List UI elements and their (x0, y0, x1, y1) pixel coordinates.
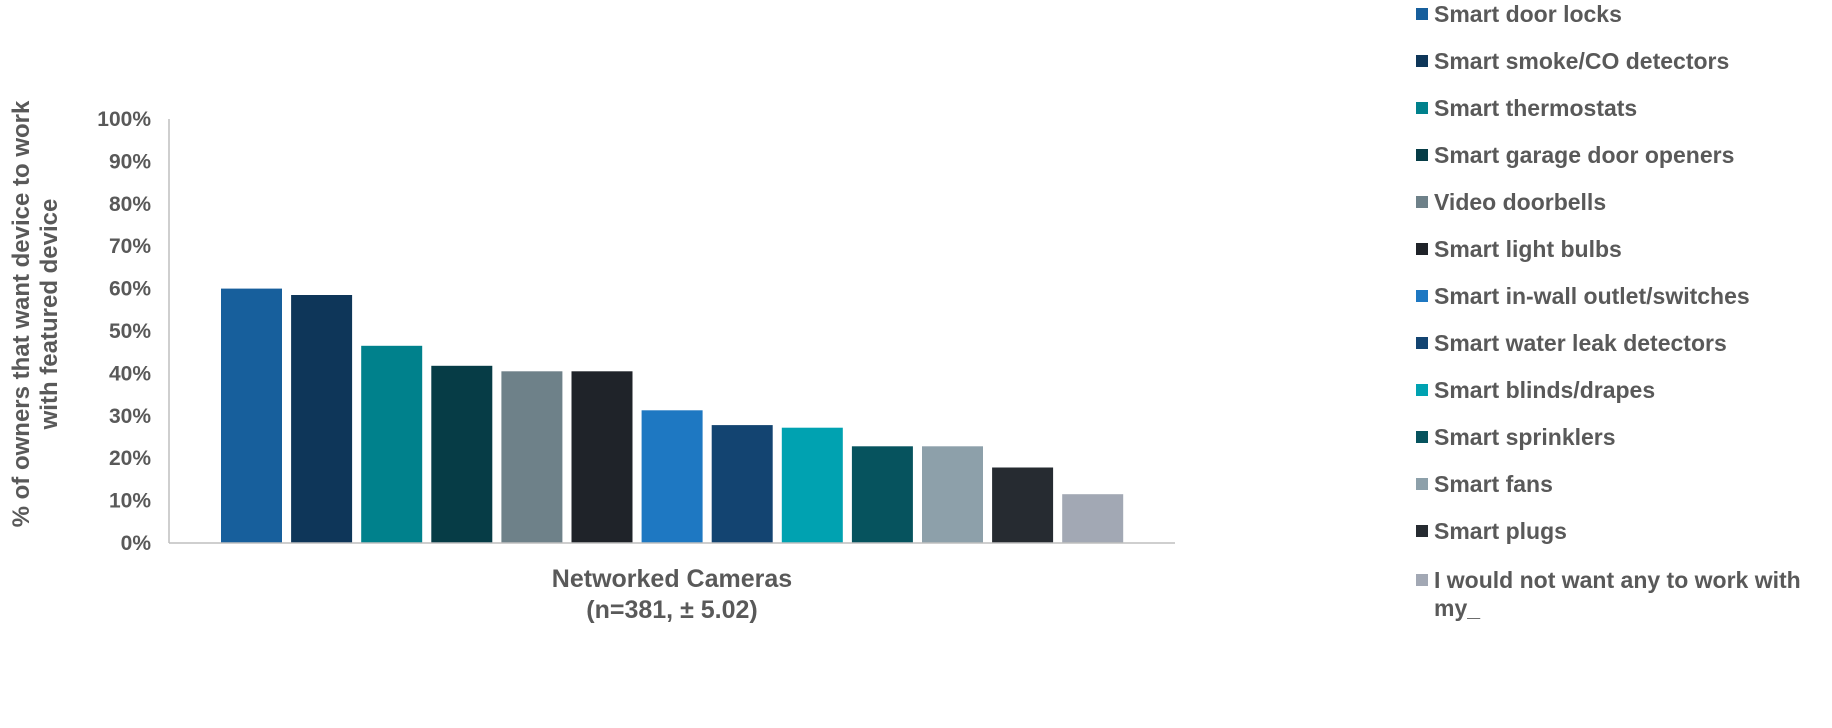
y-tick-label: 0% (121, 532, 152, 555)
legend-swatch (1416, 55, 1428, 67)
y-axis-title-line2: with featured device (36, 199, 63, 431)
bar-chart: % of owners that want device to work wit… (8, 100, 1175, 624)
y-axis-title: % of owners that want device to work wit… (8, 100, 63, 527)
legend-swatch (1416, 243, 1428, 255)
legend-item: Smart water leak detectors (1416, 329, 1826, 357)
legend-item: Smart in-wall outlet/switches (1416, 282, 1826, 310)
legend-swatch (1416, 525, 1428, 537)
y-tick-label: 70% (109, 235, 151, 258)
bar (501, 371, 563, 543)
x-axis-category-label: Networked Cameras (552, 565, 792, 593)
legend-item: Smart fans (1416, 470, 1826, 498)
legend-label: I would not want any to work with my_ (1434, 567, 1801, 621)
legend-swatch (1416, 290, 1428, 302)
bar (641, 410, 703, 543)
bar (431, 365, 493, 543)
legend-item: Smart blinds/drapes (1416, 376, 1826, 404)
legend-label: Smart light bulbs (1434, 236, 1622, 262)
y-tick-label: 80% (109, 193, 151, 216)
bar (1062, 494, 1124, 543)
bar (361, 345, 423, 543)
legend-label: Smart fans (1434, 471, 1553, 497)
legend-swatch (1416, 431, 1428, 443)
bar (221, 288, 282, 543)
legend-swatch (1416, 102, 1428, 114)
y-axis-title-line1: % of owners that want device to work (8, 100, 35, 527)
legend-label: Smart door locks (1434, 1, 1622, 27)
legend-item: Smart garage door openers (1416, 141, 1826, 169)
legend-item: Smart light bulbs (1416, 235, 1826, 263)
y-tick-label: 10% (109, 490, 151, 513)
legend-swatch (1416, 384, 1428, 396)
y-tick-label: 40% (109, 362, 151, 385)
legend-item: Smart smoke/CO detectors (1416, 47, 1826, 75)
y-tick-label: 100% (97, 108, 151, 131)
bar (781, 427, 843, 543)
bar (711, 425, 773, 543)
y-tick-label: 60% (109, 278, 151, 301)
bar (291, 295, 353, 543)
bars (221, 288, 1124, 543)
bar (992, 467, 1054, 543)
bar (851, 446, 913, 543)
legend-swatch (1416, 196, 1428, 208)
legend-item: Smart door locks (1416, 0, 1826, 28)
legend-label: Smart blinds/drapes (1434, 377, 1656, 403)
legend-label: Smart sprinklers (1434, 424, 1616, 450)
y-tick-label: 50% (109, 320, 151, 343)
y-tick-label: 90% (109, 150, 151, 173)
bar (571, 371, 633, 543)
legend-label: Smart in-wall outlet/switches (1434, 283, 1750, 309)
legend-swatch (1416, 149, 1428, 161)
legend-swatch (1416, 478, 1428, 490)
y-tick-label: 20% (109, 447, 151, 470)
legend-label: Smart water leak detectors (1434, 330, 1727, 356)
legend-item: I would not want any to work with my_ (1416, 566, 1826, 622)
legend-item: Smart plugs (1416, 517, 1826, 545)
legend-item: Smart sprinklers (1416, 423, 1826, 451)
legend-swatch (1416, 574, 1428, 586)
bar (922, 446, 983, 543)
legend-item: Video doorbells (1416, 188, 1826, 216)
legend-swatch (1416, 8, 1428, 20)
legend-label: Smart thermostats (1434, 95, 1638, 121)
legend-label: Smart smoke/CO detectors (1434, 48, 1730, 74)
y-axis-ticks: 0% 10% 20% 30% 40% 50% 60% 70% 80% 90% 100% (97, 108, 151, 555)
legend-label: Video doorbells (1434, 189, 1607, 215)
legend-swatch (1416, 337, 1428, 349)
legend-item: Smart thermostats (1416, 94, 1826, 122)
legend-label: Smart plugs (1434, 518, 1567, 544)
legend-label: Smart garage door openers (1434, 142, 1735, 168)
y-tick-label: 30% (109, 405, 151, 428)
x-axis-category-sublabel: (n=381, ± 5.02) (586, 596, 757, 624)
